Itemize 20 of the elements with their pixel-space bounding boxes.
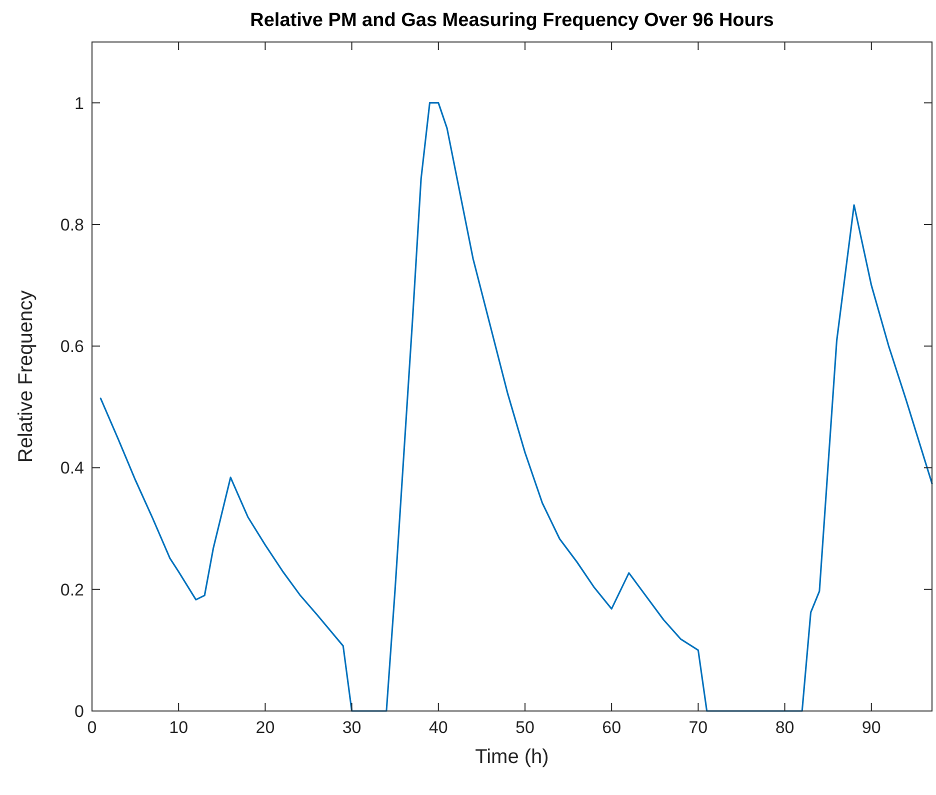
x-tick-label: 0 [87,718,97,737]
chart-title: Relative PM and Gas Measuring Frequency Over 96 Hours [250,10,774,31]
x-tick-label: 20 [256,718,275,737]
x-tick-label: 80 [775,718,794,737]
x-tick-label: 30 [342,718,362,737]
x-tick-label: 90 [862,718,881,737]
y-axis-title: Relative Frequency [15,290,37,463]
line-series [100,102,933,712]
y-tick-label: 1 [74,94,84,113]
x-tick-label: 50 [516,718,534,737]
x-tick-label: 60 [602,718,622,737]
x-axis-title: Time (h) [475,746,549,768]
y-tick-label: 0 [74,702,84,721]
x-tick-label: 10 [169,718,188,737]
y-tick-label: 0.6 [60,337,84,356]
x-tick-label: 40 [428,718,448,737]
y-tick-label: 0.8 [60,215,84,234]
y-tick-label: 0.4 [60,458,84,478]
y-tick-label: 0.2 [60,580,84,600]
x-tick-label: 70 [688,718,708,737]
